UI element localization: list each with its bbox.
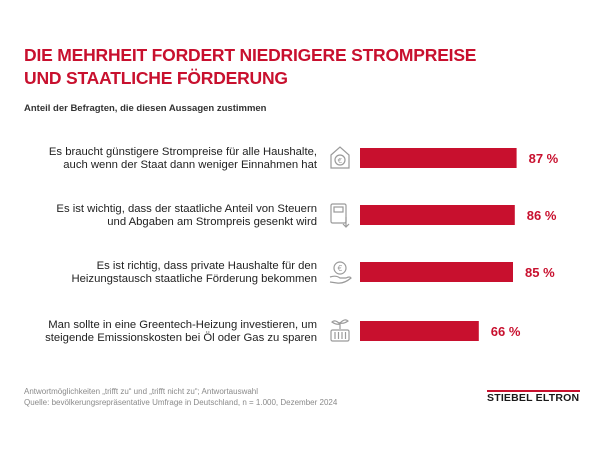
chart-title-line-1: DIE MEHRHEIT FORDERT NIEDRIGERE STROMPRE… [24, 45, 477, 65]
category-label-line: Es ist wichtig, dass der staatliche Ante… [56, 203, 317, 215]
data-label: 85 % [525, 265, 555, 280]
arrow-down-icon [342, 217, 350, 228]
category-label-line: Heizungstausch staatliche Förderung beko… [71, 273, 317, 285]
house-euro-icon: € [330, 146, 350, 169]
footnote-answer-options: Antwortmöglichkeiten „trifft zu“ und „tr… [24, 387, 259, 396]
chart-row: Es ist wichtig, dass der staatliche Ante… [56, 203, 556, 228]
meter-body-icon [330, 203, 347, 224]
category-label: Es braucht günstigere Strompreise für al… [49, 146, 318, 171]
data-label: 66 % [491, 324, 521, 339]
category-label-line: Man sollte in eine Greentech-Heizung inv… [48, 319, 317, 331]
euro-coin-icon [334, 154, 346, 166]
category-label-line: und Abgaben am Strompreis gesenkt wird [107, 216, 317, 228]
data-label: 86 % [527, 208, 557, 223]
open-hand-icon [329, 275, 352, 284]
bar [360, 262, 513, 282]
logo-accent-bar [487, 390, 580, 392]
euro-coin-icon [333, 261, 347, 275]
plant-radiator-icon [330, 319, 350, 342]
chart-row: Es braucht günstigere Strompreise für al… [49, 146, 559, 171]
chart-row: Man sollte in eine Greentech-Heizung inv… [45, 319, 521, 344]
house-outline-icon [330, 146, 350, 169]
footnote-source: Quelle: bevölkerungsrepräsentative Umfra… [24, 398, 338, 407]
plant-sprout-icon [331, 319, 349, 329]
category-label-line: steigende Emissionskosten bei Öl oder Ga… [45, 332, 317, 344]
chart-title-line-2: UND STAATLICHE FÖRDERUNG [24, 68, 288, 88]
meter-down-icon [330, 203, 350, 228]
hand-euro-icon: € [329, 261, 352, 284]
category-label: Es ist wichtig, dass der staatliche Ante… [56, 203, 317, 228]
euro-sign-icon: € [338, 157, 342, 165]
bar [360, 321, 479, 341]
chart-title: DIE MEHRHEIT FORDERT NIEDRIGERE STROMPRE… [24, 44, 524, 90]
bar [360, 205, 515, 225]
brand-logo: STIEBEL ELTRON [487, 392, 580, 404]
euro-sign-icon: € [338, 264, 343, 273]
category-label-line: Es braucht günstigere Strompreise für al… [49, 146, 317, 158]
category-label-line: auch wenn der Staat dann weniger Einnahm… [63, 159, 318, 171]
chart-subtitle: Anteil der Befragten, die diesen Aussage… [24, 103, 267, 114]
meter-display-icon [333, 206, 344, 213]
category-label: Man sollte in eine Greentech-Heizung inv… [45, 319, 317, 344]
radiator-body-icon [330, 329, 350, 342]
data-label: 87 % [529, 151, 559, 166]
chart-row: Es ist richtig, dass private Haushalte f… [71, 260, 555, 285]
category-label: Es ist richtig, dass private Haushalte f… [71, 260, 317, 285]
footnote: Antwortmöglichkeiten „trifft zu“ und „tr… [24, 386, 337, 408]
bar [360, 148, 517, 168]
category-label-line: Es ist richtig, dass private Haushalte f… [97, 260, 317, 272]
